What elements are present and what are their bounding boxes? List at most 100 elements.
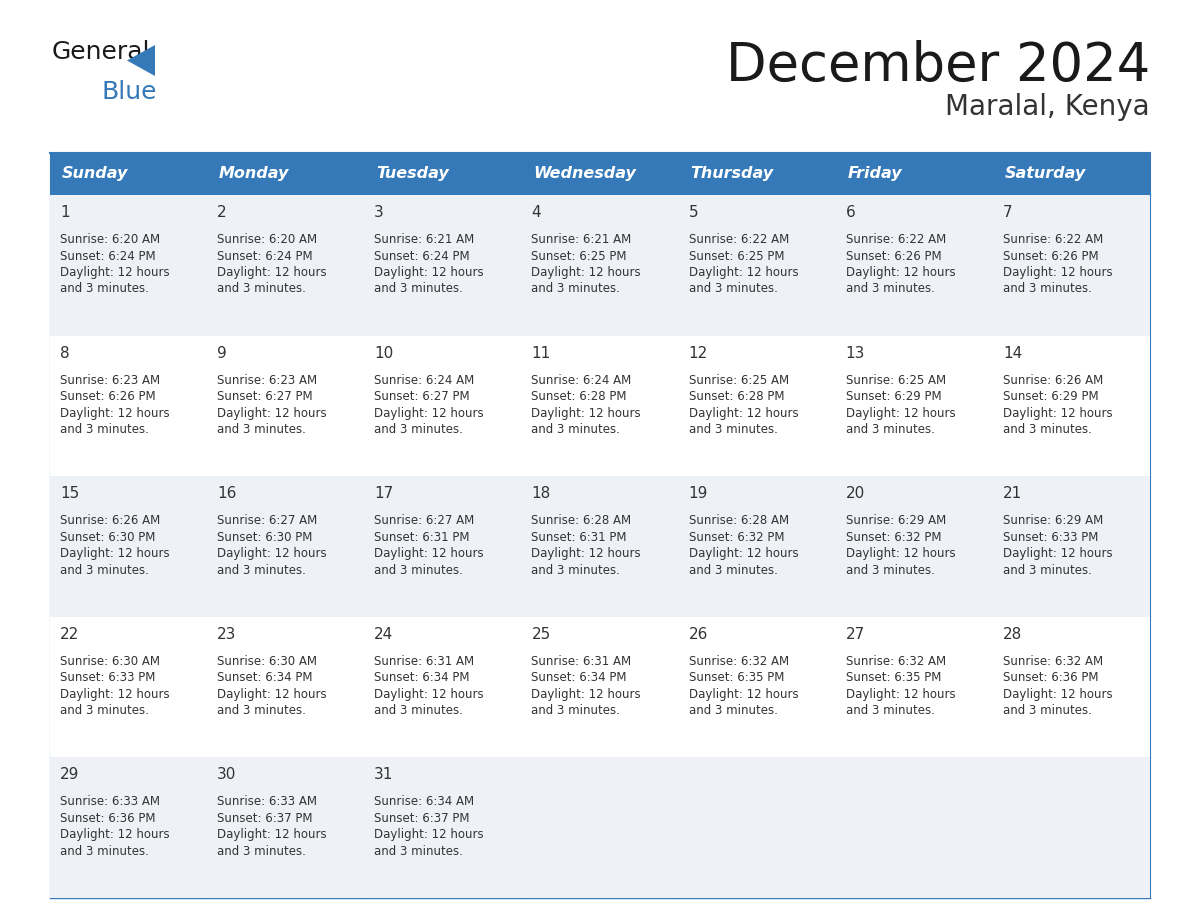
Text: 18: 18 bbox=[531, 487, 551, 501]
Text: Sunrise: 6:22 AM: Sunrise: 6:22 AM bbox=[689, 233, 789, 246]
Text: 26: 26 bbox=[689, 627, 708, 642]
Text: Sunset: 6:36 PM: Sunset: 6:36 PM bbox=[1003, 671, 1099, 684]
Text: Sunrise: 6:21 AM: Sunrise: 6:21 AM bbox=[374, 233, 474, 246]
Text: Sunrise: 6:20 AM: Sunrise: 6:20 AM bbox=[61, 233, 160, 246]
Text: 31: 31 bbox=[374, 767, 393, 782]
Text: Sunset: 6:34 PM: Sunset: 6:34 PM bbox=[374, 671, 469, 684]
Text: Sunrise: 6:23 AM: Sunrise: 6:23 AM bbox=[61, 374, 160, 386]
Text: Daylight: 12 hours: Daylight: 12 hours bbox=[531, 407, 642, 420]
Text: Daylight: 12 hours: Daylight: 12 hours bbox=[689, 266, 798, 279]
Text: Sunset: 6:32 PM: Sunset: 6:32 PM bbox=[846, 531, 941, 543]
Text: Sunrise: 6:27 AM: Sunrise: 6:27 AM bbox=[217, 514, 317, 527]
Text: Sunset: 6:36 PM: Sunset: 6:36 PM bbox=[61, 812, 156, 825]
Text: Sunrise: 6:20 AM: Sunrise: 6:20 AM bbox=[217, 233, 317, 246]
Text: Daylight: 12 hours: Daylight: 12 hours bbox=[689, 407, 798, 420]
Text: 10: 10 bbox=[374, 345, 393, 361]
Text: 4: 4 bbox=[531, 205, 541, 220]
Text: Daylight: 12 hours: Daylight: 12 hours bbox=[374, 547, 484, 560]
Text: and 3 minutes.: and 3 minutes. bbox=[374, 704, 463, 717]
Text: Sunset: 6:37 PM: Sunset: 6:37 PM bbox=[217, 812, 312, 825]
Text: and 3 minutes.: and 3 minutes. bbox=[689, 564, 777, 577]
Text: Sunset: 6:25 PM: Sunset: 6:25 PM bbox=[689, 250, 784, 263]
Text: and 3 minutes.: and 3 minutes. bbox=[61, 845, 148, 858]
Text: 27: 27 bbox=[846, 627, 865, 642]
Text: Sunset: 6:35 PM: Sunset: 6:35 PM bbox=[846, 671, 941, 684]
Text: Friday: Friday bbox=[848, 166, 903, 182]
Text: 22: 22 bbox=[61, 627, 80, 642]
Text: Daylight: 12 hours: Daylight: 12 hours bbox=[1003, 547, 1112, 560]
Text: and 3 minutes.: and 3 minutes. bbox=[217, 845, 307, 858]
Text: 13: 13 bbox=[846, 345, 865, 361]
Text: 12: 12 bbox=[689, 345, 708, 361]
Text: 19: 19 bbox=[689, 487, 708, 501]
Text: 3: 3 bbox=[374, 205, 384, 220]
Text: Daylight: 12 hours: Daylight: 12 hours bbox=[217, 407, 327, 420]
Text: Blue: Blue bbox=[102, 80, 158, 104]
Text: Sunrise: 6:31 AM: Sunrise: 6:31 AM bbox=[374, 655, 474, 667]
Text: and 3 minutes.: and 3 minutes. bbox=[1003, 283, 1092, 296]
Text: Sunrise: 6:26 AM: Sunrise: 6:26 AM bbox=[1003, 374, 1104, 386]
Text: and 3 minutes.: and 3 minutes. bbox=[846, 564, 935, 577]
Text: and 3 minutes.: and 3 minutes. bbox=[61, 283, 148, 296]
Text: and 3 minutes.: and 3 minutes. bbox=[61, 704, 148, 717]
Text: Sunrise: 6:22 AM: Sunrise: 6:22 AM bbox=[846, 233, 946, 246]
Text: Daylight: 12 hours: Daylight: 12 hours bbox=[217, 266, 327, 279]
Text: Tuesday: Tuesday bbox=[377, 166, 449, 182]
Text: Daylight: 12 hours: Daylight: 12 hours bbox=[61, 407, 170, 420]
Text: and 3 minutes.: and 3 minutes. bbox=[689, 423, 777, 436]
Text: Sunset: 6:30 PM: Sunset: 6:30 PM bbox=[217, 531, 312, 543]
Text: Sunset: 6:27 PM: Sunset: 6:27 PM bbox=[217, 390, 312, 403]
Text: Sunrise: 6:32 AM: Sunrise: 6:32 AM bbox=[689, 655, 789, 667]
Text: Daylight: 12 hours: Daylight: 12 hours bbox=[531, 266, 642, 279]
Text: and 3 minutes.: and 3 minutes. bbox=[531, 704, 620, 717]
Text: 5: 5 bbox=[689, 205, 699, 220]
Text: Sunset: 6:28 PM: Sunset: 6:28 PM bbox=[689, 390, 784, 403]
Text: 14: 14 bbox=[1003, 345, 1022, 361]
Text: Sunrise: 6:33 AM: Sunrise: 6:33 AM bbox=[61, 795, 160, 809]
Text: Sunrise: 6:29 AM: Sunrise: 6:29 AM bbox=[846, 514, 946, 527]
Text: Sunrise: 6:22 AM: Sunrise: 6:22 AM bbox=[1003, 233, 1104, 246]
Text: Sunrise: 6:25 AM: Sunrise: 6:25 AM bbox=[846, 374, 946, 386]
Text: Sunset: 6:29 PM: Sunset: 6:29 PM bbox=[1003, 390, 1099, 403]
Text: Sunset: 6:24 PM: Sunset: 6:24 PM bbox=[374, 250, 470, 263]
Text: and 3 minutes.: and 3 minutes. bbox=[1003, 564, 1092, 577]
Text: and 3 minutes.: and 3 minutes. bbox=[374, 564, 463, 577]
Text: Daylight: 12 hours: Daylight: 12 hours bbox=[1003, 688, 1112, 700]
Text: Sunset: 6:35 PM: Sunset: 6:35 PM bbox=[689, 671, 784, 684]
Text: Sunset: 6:26 PM: Sunset: 6:26 PM bbox=[846, 250, 941, 263]
Text: and 3 minutes.: and 3 minutes. bbox=[374, 283, 463, 296]
Text: and 3 minutes.: and 3 minutes. bbox=[689, 283, 777, 296]
Text: Daylight: 12 hours: Daylight: 12 hours bbox=[846, 266, 955, 279]
Text: Sunrise: 6:28 AM: Sunrise: 6:28 AM bbox=[689, 514, 789, 527]
Text: Sunrise: 6:32 AM: Sunrise: 6:32 AM bbox=[1003, 655, 1102, 667]
Text: and 3 minutes.: and 3 minutes. bbox=[61, 423, 148, 436]
Text: 16: 16 bbox=[217, 487, 236, 501]
Text: Sunrise: 6:27 AM: Sunrise: 6:27 AM bbox=[374, 514, 474, 527]
Text: and 3 minutes.: and 3 minutes. bbox=[217, 283, 307, 296]
Text: Sunrise: 6:32 AM: Sunrise: 6:32 AM bbox=[846, 655, 946, 667]
Text: Daylight: 12 hours: Daylight: 12 hours bbox=[61, 547, 170, 560]
Text: Sunset: 6:34 PM: Sunset: 6:34 PM bbox=[217, 671, 312, 684]
Text: Sunset: 6:31 PM: Sunset: 6:31 PM bbox=[374, 531, 469, 543]
Text: Sunset: 6:24 PM: Sunset: 6:24 PM bbox=[61, 250, 156, 263]
Text: 20: 20 bbox=[846, 487, 865, 501]
Text: 6: 6 bbox=[846, 205, 855, 220]
Text: and 3 minutes.: and 3 minutes. bbox=[689, 704, 777, 717]
Text: Sunset: 6:27 PM: Sunset: 6:27 PM bbox=[374, 390, 470, 403]
Text: and 3 minutes.: and 3 minutes. bbox=[374, 845, 463, 858]
Text: 11: 11 bbox=[531, 345, 551, 361]
Text: Daylight: 12 hours: Daylight: 12 hours bbox=[689, 547, 798, 560]
Text: 17: 17 bbox=[374, 487, 393, 501]
Text: 2: 2 bbox=[217, 205, 227, 220]
Text: Sunrise: 6:26 AM: Sunrise: 6:26 AM bbox=[61, 514, 160, 527]
Text: 9: 9 bbox=[217, 345, 227, 361]
Text: Sunset: 6:32 PM: Sunset: 6:32 PM bbox=[689, 531, 784, 543]
Text: Sunset: 6:31 PM: Sunset: 6:31 PM bbox=[531, 531, 627, 543]
Text: 30: 30 bbox=[217, 767, 236, 782]
Text: Sunset: 6:29 PM: Sunset: 6:29 PM bbox=[846, 390, 941, 403]
Text: Daylight: 12 hours: Daylight: 12 hours bbox=[1003, 266, 1112, 279]
Text: Sunrise: 6:23 AM: Sunrise: 6:23 AM bbox=[217, 374, 317, 386]
Text: 25: 25 bbox=[531, 627, 551, 642]
Text: Daylight: 12 hours: Daylight: 12 hours bbox=[374, 828, 484, 842]
Text: Sunrise: 6:29 AM: Sunrise: 6:29 AM bbox=[1003, 514, 1104, 527]
